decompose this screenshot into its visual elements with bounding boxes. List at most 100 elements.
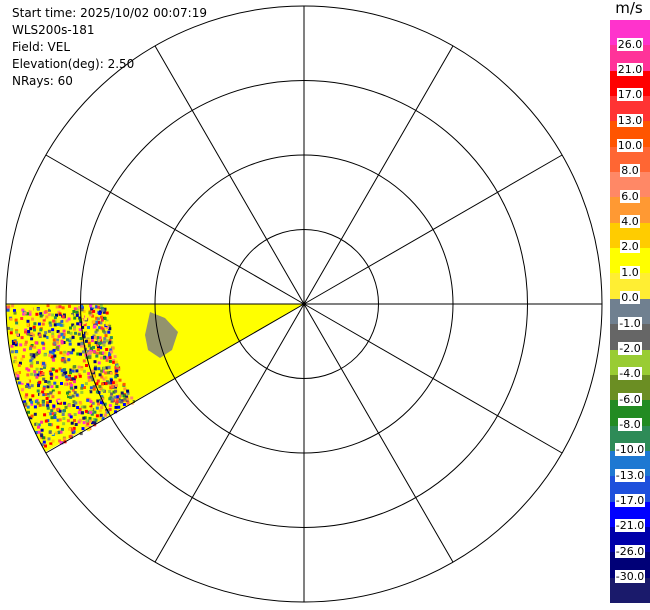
colorbar-tick-label: -30.0 [610, 569, 650, 583]
noise-cell [91, 314, 95, 318]
noise-cell [52, 319, 56, 323]
azimuth-spoke [45, 303, 305, 454]
noise-cell [29, 347, 32, 351]
noise-cell [100, 401, 103, 405]
noise-cell [58, 315, 61, 319]
noise-cell [89, 346, 93, 350]
noise-cell [87, 372, 91, 376]
colorbar-tick-label: -26.0 [610, 544, 650, 558]
noise-cell [71, 377, 75, 381]
noise-cell [75, 393, 79, 397]
noise-cell [20, 357, 24, 361]
noise-cell [96, 310, 100, 314]
noise-cell [84, 382, 88, 386]
noise-cell [48, 382, 52, 386]
noise-cell [28, 310, 32, 314]
noise-cell [68, 435, 72, 439]
noise-cell [64, 375, 68, 379]
noise-cell [91, 401, 95, 405]
noise-cell [20, 317, 24, 320]
noise-cell [123, 387, 127, 391]
noise-cell [37, 384, 40, 388]
noise-cell [103, 337, 107, 341]
noise-cell [15, 324, 19, 328]
noise-cell [35, 352, 39, 356]
noise-cell [73, 413, 77, 416]
noise-cell [49, 372, 53, 376]
noise-cell [20, 336, 24, 340]
noise-cell [87, 344, 91, 348]
noise-cell [101, 402, 105, 406]
noise-cell [50, 416, 54, 420]
noise-cell [115, 369, 119, 373]
noise-cell [21, 355, 25, 359]
noise-cell [69, 331, 73, 335]
noise-cell [77, 420, 81, 424]
noise-cell [99, 341, 103, 345]
noise-cell [66, 419, 70, 423]
noise-cell [78, 374, 82, 378]
noise-cell [30, 357, 34, 361]
noise-cell [95, 390, 99, 394]
noise-cell [85, 424, 89, 428]
noise-cell [108, 351, 112, 355]
colorbar-tick-label: -1.0 [610, 316, 650, 330]
noise-cell [60, 427, 64, 431]
noise-cell [84, 339, 88, 343]
noise-cell [51, 328, 55, 332]
noise-cell [21, 308, 25, 312]
noise-cell [42, 346, 46, 350]
noise-cell [89, 313, 93, 317]
noise-cell [97, 326, 101, 330]
noise-cell [101, 308, 105, 312]
noise-cell [96, 305, 100, 309]
noise-cell [111, 346, 115, 350]
noise-cell [85, 364, 88, 367]
noise-cell [93, 410, 97, 414]
noise-cell [33, 328, 36, 332]
colorbar-tick-text: 17.0 [616, 88, 644, 102]
noise-cell [49, 391, 53, 395]
noise-cell [41, 400, 45, 404]
noise-cell [101, 382, 104, 386]
noise-cell [25, 385, 29, 388]
noise-cell [45, 336, 49, 339]
noise-cell [73, 316, 77, 320]
noise-cell [115, 384, 118, 388]
noise-cell [107, 365, 111, 369]
noise-cell [82, 359, 86, 363]
noise-cell [79, 322, 83, 326]
noise-cell [30, 337, 34, 341]
noise-cell [46, 401, 49, 405]
noise-cell [30, 364, 34, 368]
noise-cell [80, 366, 84, 370]
noise-cell [101, 351, 105, 355]
noise-cell [47, 380, 51, 384]
noise-cell [126, 389, 130, 393]
noise-cell [89, 351, 93, 355]
noise-cell [97, 321, 101, 324]
noise-cell [104, 413, 107, 417]
colorbar-tick-text: 0.0 [620, 291, 640, 305]
noise-cell [9, 331, 13, 335]
noise-cell [105, 342, 109, 346]
noise-cell [103, 307, 107, 311]
noise-cell [73, 419, 76, 422]
noise-cell [31, 333, 35, 337]
noise-cell [89, 419, 92, 423]
noise-cell [71, 394, 75, 398]
noise-cell [39, 393, 43, 397]
noise-cell [89, 404, 93, 408]
noise-cell [80, 308, 84, 312]
noise-cell [27, 385, 31, 389]
noise-cell [96, 336, 100, 340]
noise-cell [68, 304, 71, 308]
noise-cell [65, 388, 69, 392]
noise-cell [80, 304, 84, 308]
colorbar-tick-text: 8.0 [620, 164, 640, 178]
noise-cell [69, 395, 73, 399]
noise-cell [55, 305, 59, 309]
noise-cell [77, 332, 81, 336]
noise-cell [92, 304, 96, 308]
noise-cell [67, 395, 71, 399]
